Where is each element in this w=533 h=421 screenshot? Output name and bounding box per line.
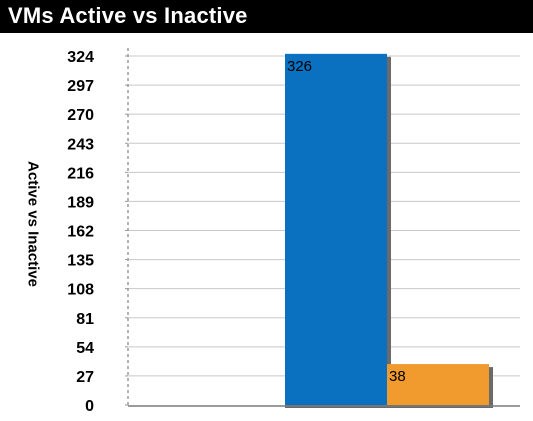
data-label: 38 xyxy=(389,368,406,385)
y-tick-label: 0 xyxy=(85,398,94,415)
y-tick-label: 27 xyxy=(76,369,94,386)
bar-shadow xyxy=(489,367,493,405)
y-tick-label: 216 xyxy=(67,165,94,182)
bar-active xyxy=(285,53,387,406)
y-tick-label: 81 xyxy=(76,311,94,328)
bar-shadow xyxy=(387,56,391,406)
y-tick-label: 324 xyxy=(67,49,94,66)
y-tick-label: 297 xyxy=(67,78,94,95)
y-tick-label: 54 xyxy=(76,340,94,357)
y-tick-label: 243 xyxy=(67,136,94,153)
data-label: 326 xyxy=(287,58,312,75)
bar-inactive xyxy=(387,364,489,405)
y-tick-label: 108 xyxy=(67,282,94,299)
y-tick-label: 189 xyxy=(67,194,94,211)
title-bar: VMs Active vs Inactive xyxy=(0,0,533,33)
y-tick-label: 135 xyxy=(67,253,94,270)
y-tick-label: 162 xyxy=(67,224,94,241)
y-tick-label: 270 xyxy=(67,107,94,124)
chart-title: VMs Active vs Inactive xyxy=(8,3,248,28)
